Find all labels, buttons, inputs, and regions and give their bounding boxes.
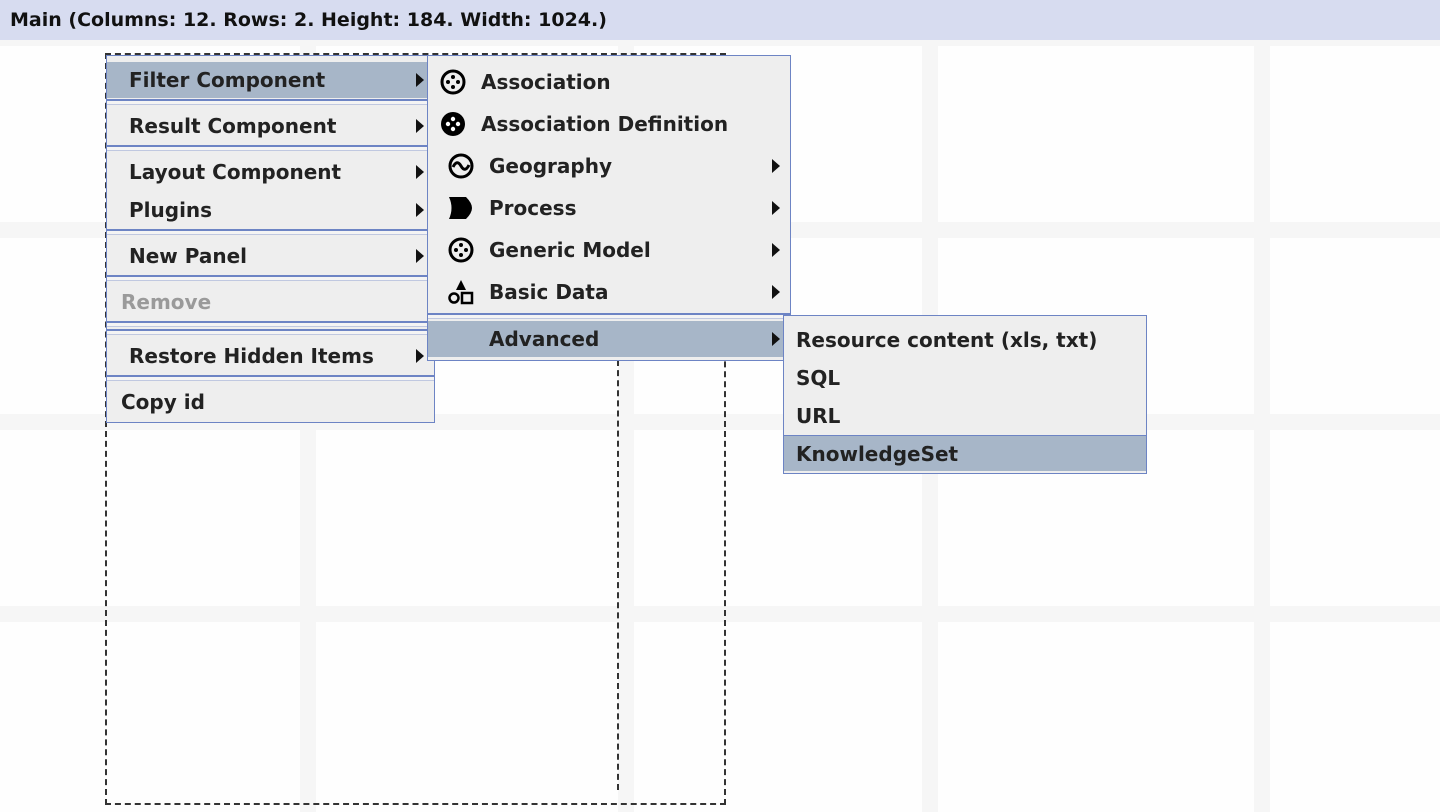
menu-item-result-component[interactable]: Result Component	[107, 108, 434, 144]
chevron-right-icon	[772, 285, 780, 299]
menu-item-new-panel[interactable]: New Panel	[107, 238, 434, 274]
menu-item-basic-data[interactable]: Basic Data	[428, 274, 790, 310]
menu-item-association[interactable]: Association	[428, 64, 790, 100]
menu-item-label: Copy id	[121, 390, 205, 414]
chevron-right-icon	[772, 332, 780, 346]
grid-cell	[316, 430, 618, 606]
grid-cell	[0, 430, 300, 606]
menu-item-label: Layout Component	[129, 160, 342, 184]
menu-item-process[interactable]: Process	[428, 190, 790, 226]
menu-item-label: Plugins	[129, 198, 213, 222]
menu-item-label: KnowledgeSet	[796, 442, 959, 466]
menu-item-label: New Panel	[129, 244, 248, 268]
chevron-right-icon	[416, 73, 424, 87]
separator	[107, 99, 434, 105]
separator	[107, 275, 434, 281]
grid-cell	[1270, 238, 1440, 414]
chevron-right-icon	[772, 201, 780, 215]
grid-cell	[634, 622, 922, 812]
menu-item-remove: Remove	[107, 284, 434, 320]
menu-item-label: SQL	[796, 366, 841, 390]
menu-item-geography[interactable]: Geography	[428, 148, 790, 184]
chevron-right-icon	[416, 119, 424, 133]
process-icon	[449, 197, 472, 219]
menu-item-label: Process	[489, 196, 577, 220]
separator	[107, 329, 434, 335]
selected-panel-outline[interactable]	[105, 53, 726, 805]
menu-item-label: Basic Data	[489, 280, 609, 304]
chevron-right-icon	[416, 165, 424, 179]
layout-header: Main (Columns: 12. Rows: 2. Height: 184.…	[0, 0, 1440, 40]
menu-item-label: Generic Model	[489, 238, 651, 262]
menu-item-label: Filter Component	[129, 68, 326, 92]
menu-item-layout-component[interactable]: Layout Component	[107, 154, 434, 190]
geography-icon	[448, 153, 474, 179]
menu-item-association-definition[interactable]: Association Definition	[428, 106, 790, 142]
menu-item-generic-model[interactable]: Generic Model	[428, 232, 790, 268]
association-definition-icon	[441, 112, 465, 136]
menu-item-knowledgeset[interactable]: KnowledgeSet	[784, 435, 1146, 471]
generic-model-icon	[448, 237, 474, 263]
menu-item-label: Association	[481, 70, 611, 94]
menu-item-label: Restore Hidden Items	[129, 344, 374, 368]
separator	[107, 145, 434, 151]
menu-item-label: Advanced	[489, 327, 600, 351]
grid-cell	[1270, 430, 1440, 606]
chevron-right-icon	[772, 159, 780, 173]
menu-item-url[interactable]: URL	[784, 398, 1146, 434]
menu-item-label: Resource content (xls, txt)	[796, 328, 1098, 352]
separator	[428, 313, 790, 319]
grid-cell	[938, 46, 1254, 222]
separator	[107, 321, 434, 327]
chevron-right-icon	[772, 243, 780, 257]
menu-item-resource-content[interactable]: Resource content (xls, txt)	[784, 322, 1146, 358]
menu-item-advanced[interactable]: Advanced	[428, 321, 790, 357]
separator	[107, 375, 434, 381]
menu-item-plugins[interactable]: Plugins	[107, 192, 434, 228]
menu-item-label: Geography	[489, 154, 612, 178]
basic-data-icon	[448, 280, 474, 305]
menu-item-label: Association Definition	[481, 112, 729, 136]
chevron-right-icon	[416, 249, 424, 263]
grid-cell	[938, 622, 1254, 812]
menu-item-copy-id[interactable]: Copy id	[107, 384, 434, 420]
chevron-right-icon	[416, 349, 424, 363]
grid-cell	[316, 622, 618, 812]
menu-item-restore-hidden-items[interactable]: Restore Hidden Items	[107, 338, 434, 374]
menu-item-label: URL	[796, 404, 841, 428]
association-icon	[440, 69, 466, 95]
separator	[107, 229, 434, 235]
chevron-right-icon	[416, 203, 424, 217]
filter-component-submenu: Association Association Definition Geogr…	[427, 55, 791, 361]
menu-item-sql[interactable]: SQL	[784, 360, 1146, 396]
column-divider	[617, 360, 619, 790]
context-menu: Filter Component Result Component Layout…	[106, 55, 435, 423]
menu-item-label: Result Component	[129, 114, 337, 138]
grid-cell	[1270, 46, 1440, 222]
menu-item-filter-component[interactable]: Filter Component	[107, 62, 434, 98]
advanced-submenu: Resource content (xls, txt) SQL URL Know…	[783, 315, 1147, 474]
menu-item-label: Remove	[121, 290, 212, 314]
grid-cell	[0, 622, 300, 812]
grid-cell	[1270, 622, 1440, 812]
